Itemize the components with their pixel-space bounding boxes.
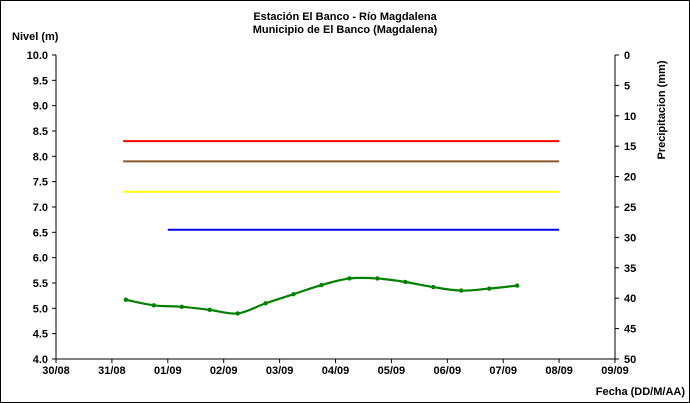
y-tick-label: 8.0: [33, 151, 48, 163]
y2-tick-label: 0: [624, 50, 630, 62]
y2-tick-label: 45: [624, 324, 636, 336]
series-point: [123, 297, 129, 302]
x-tick-label: 30/08: [42, 365, 70, 377]
y2-tick-label: 5: [624, 80, 630, 92]
y-tick-label: 5.0: [33, 303, 48, 315]
y-tick-label: 9.0: [33, 101, 48, 113]
x-axis-label: Fecha (DD/M/AA): [596, 386, 686, 398]
y2-tick-label: 10: [624, 111, 636, 123]
series-point: [375, 276, 380, 281]
y-tick-label: 7.5: [33, 177, 48, 189]
series-point: [347, 276, 352, 281]
series-point: [459, 288, 464, 293]
series-point: [207, 307, 212, 313]
y-tick-label: 6.5: [33, 227, 48, 239]
x-tick-label: 31/08: [98, 365, 126, 377]
series-point: [403, 279, 408, 285]
y2-tick-label: 35: [624, 263, 636, 275]
y-tick-label: 7.0: [33, 202, 48, 214]
reference-lines-group: [123, 140, 560, 231]
y-tick-label: 8.5: [33, 126, 48, 138]
y-tick-label: 5.5: [33, 278, 48, 290]
y2-tick-label: 25: [624, 202, 636, 214]
x-tick-label: 07/09: [489, 365, 517, 377]
y2-tick-label: 30: [624, 232, 636, 244]
y-tick-label: 4.5: [33, 329, 48, 341]
x-tick-label: 03/09: [266, 365, 294, 377]
series-point: [235, 311, 240, 316]
y-tick-label: 4.0: [33, 354, 48, 366]
y2-tick-label: 15: [624, 141, 636, 153]
y-tick-label: 9.5: [33, 75, 48, 87]
chart-title: Estación El Banco - Río Magdalena: [253, 11, 437, 23]
axes-group: 4.0 4.5 5.0 5.5 6.0 6.5 7.0 7.5 8.0 8.5 9.0 9.5 10.0…: [27, 50, 637, 377]
y2-tick-label: 20: [624, 172, 636, 184]
x-tick-label: 09/09: [601, 365, 629, 377]
series-point: [431, 284, 436, 290]
x-tick-label: 04/09: [322, 365, 350, 377]
y2-axis-label: Precipitacion (mm): [656, 60, 668, 159]
series-point: [151, 303, 157, 308]
chart-subtitle: Municipio de El Banco (Magdalena): [253, 24, 438, 36]
x-tick-label: 06/09: [434, 365, 462, 377]
y-tick-label: 10.0: [27, 50, 48, 62]
series-group: [123, 276, 520, 316]
x-tick-label: 08/09: [545, 365, 573, 377]
series-point: [179, 304, 184, 310]
series-point: [291, 291, 296, 297]
y-axis-label: Nivel (m): [12, 31, 59, 43]
series-point: [514, 283, 520, 288]
series-point: [319, 282, 324, 288]
x-tick-label: 05/09: [378, 365, 406, 377]
y2-tick-label: 40: [624, 293, 636, 305]
series-point: [487, 286, 492, 291]
y2-tick-label: 50: [624, 354, 636, 366]
x-tick-label: 02/09: [210, 365, 238, 377]
y-tick-label: 6.0: [33, 253, 48, 265]
series-point: [263, 301, 268, 306]
x-tick-label: 01/09: [154, 365, 182, 377]
